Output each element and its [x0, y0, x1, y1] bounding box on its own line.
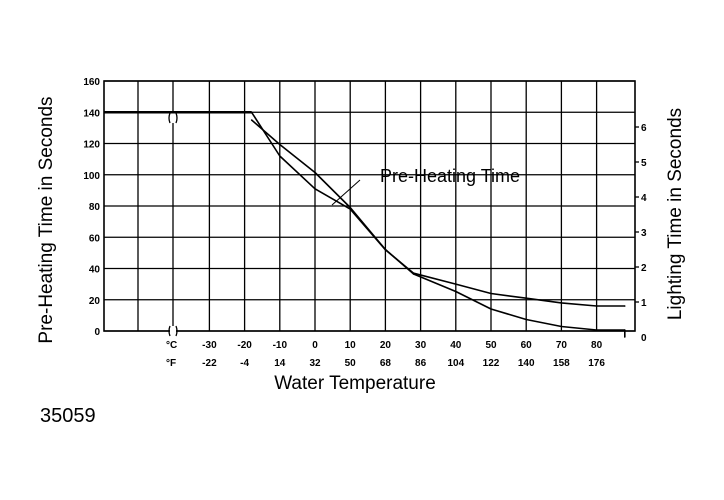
data-point-1 [250, 119, 253, 121]
data-point-0 [314, 188, 316, 190]
x-tick-label-celsius: 20 [380, 340, 392, 351]
axis-break-gap [170, 326, 176, 336]
x-tick-label-celsius: 50 [485, 340, 497, 351]
data-point-0 [595, 305, 598, 307]
x-tick-label-fahrenheit: 50 [345, 358, 357, 369]
data-point-0 [623, 305, 626, 307]
series-line-1 [251, 119, 626, 337]
y-tick-label: 0 [94, 327, 100, 338]
data-point-0 [455, 283, 457, 285]
x-tick-label-celsius: 70 [556, 340, 568, 351]
x-tick-label-fahrenheit: 158 [553, 358, 570, 369]
y-tick-label: 60 [89, 233, 101, 244]
data-point-0 [490, 292, 492, 295]
x-tick-label-celsius: 60 [521, 340, 533, 351]
data-point-1 [595, 329, 598, 331]
axis-break-gap [170, 113, 176, 123]
y-axis-label: Pre-Heating Time in Seconds [36, 96, 57, 343]
x-tick-label-fahrenheit: 14 [274, 358, 286, 369]
data-point-1 [623, 329, 626, 331]
x-tick-label-fahrenheit: -22 [202, 358, 217, 369]
y-tick-label: 140 [83, 108, 100, 119]
x-tick-label-fahrenheit: 122 [483, 358, 500, 369]
y-right-tick-label: 2 [641, 263, 647, 274]
y-right-tick-label: 0 [641, 333, 647, 344]
celsius-unit-label: °C [166, 340, 177, 351]
x-tick-label-fahrenheit: -4 [240, 358, 249, 369]
y-right-tick-label: 6 [641, 123, 647, 134]
data-point-1 [412, 273, 415, 275]
data-point-1 [525, 318, 527, 321]
data-point-0 [525, 297, 527, 299]
y-right-tick-label: 4 [641, 193, 647, 204]
y-tick-label: 40 [89, 265, 101, 276]
x-tick-label-fahrenheit: 68 [380, 358, 392, 369]
x-tick-label-celsius: 30 [415, 340, 427, 351]
x-tick-label-fahrenheit: 104 [447, 358, 464, 369]
y-tick-label: 80 [89, 202, 101, 213]
data-point-0 [279, 155, 281, 157]
figure-number: 35059 [40, 405, 96, 427]
x-tick-label-fahrenheit: 176 [588, 358, 605, 369]
series-line-0 [250, 111, 625, 307]
x-tick-label-celsius: 40 [450, 340, 462, 351]
x-tick-label-fahrenheit: 86 [415, 358, 427, 369]
y-tick-label: 160 [83, 77, 100, 88]
x-tick-label-celsius: 0 [312, 340, 318, 351]
y-right-tick-label: 1 [641, 298, 647, 309]
x-tick-label-celsius: -20 [237, 340, 252, 351]
y-right-tick-label: 3 [641, 228, 647, 239]
x-tick-label-celsius: -30 [202, 340, 217, 351]
annotation-pointer [331, 179, 361, 206]
x-tick-label-fahrenheit: 140 [518, 358, 535, 369]
y-right-axis-label: Lighting Time in Seconds [665, 108, 686, 320]
y-right-tick-label: 5 [641, 158, 647, 169]
y-tick-label: 120 [83, 140, 100, 151]
x-tick-label-fahrenheit: 32 [309, 358, 321, 369]
x-tick-label-celsius: 80 [591, 340, 603, 351]
data-point-1 [455, 290, 457, 293]
data-point-1 [279, 143, 281, 146]
data-point-1 [490, 308, 492, 310]
y-tick-label: 20 [89, 296, 101, 307]
data-point-0 [560, 302, 563, 304]
axis-break-icon [168, 325, 178, 337]
annotation-label: Pre-Heating Time [380, 166, 520, 186]
plot-frame [103, 80, 636, 332]
data-point-1 [560, 325, 563, 328]
axis-break-icon [168, 112, 178, 124]
x-axis-label: Water Temperature [274, 373, 436, 394]
data-point-0 [250, 111, 253, 114]
data-point-1 [349, 206, 352, 209]
data-point-1 [384, 248, 387, 251]
fahrenheit-unit-label: °F [166, 358, 176, 369]
y-tick-label: 100 [83, 171, 100, 182]
data-point-1 [623, 336, 626, 338]
x-tick-label-celsius: -10 [273, 340, 288, 351]
data-point-1 [314, 171, 316, 174]
x-tick-label-celsius: 10 [345, 340, 357, 351]
